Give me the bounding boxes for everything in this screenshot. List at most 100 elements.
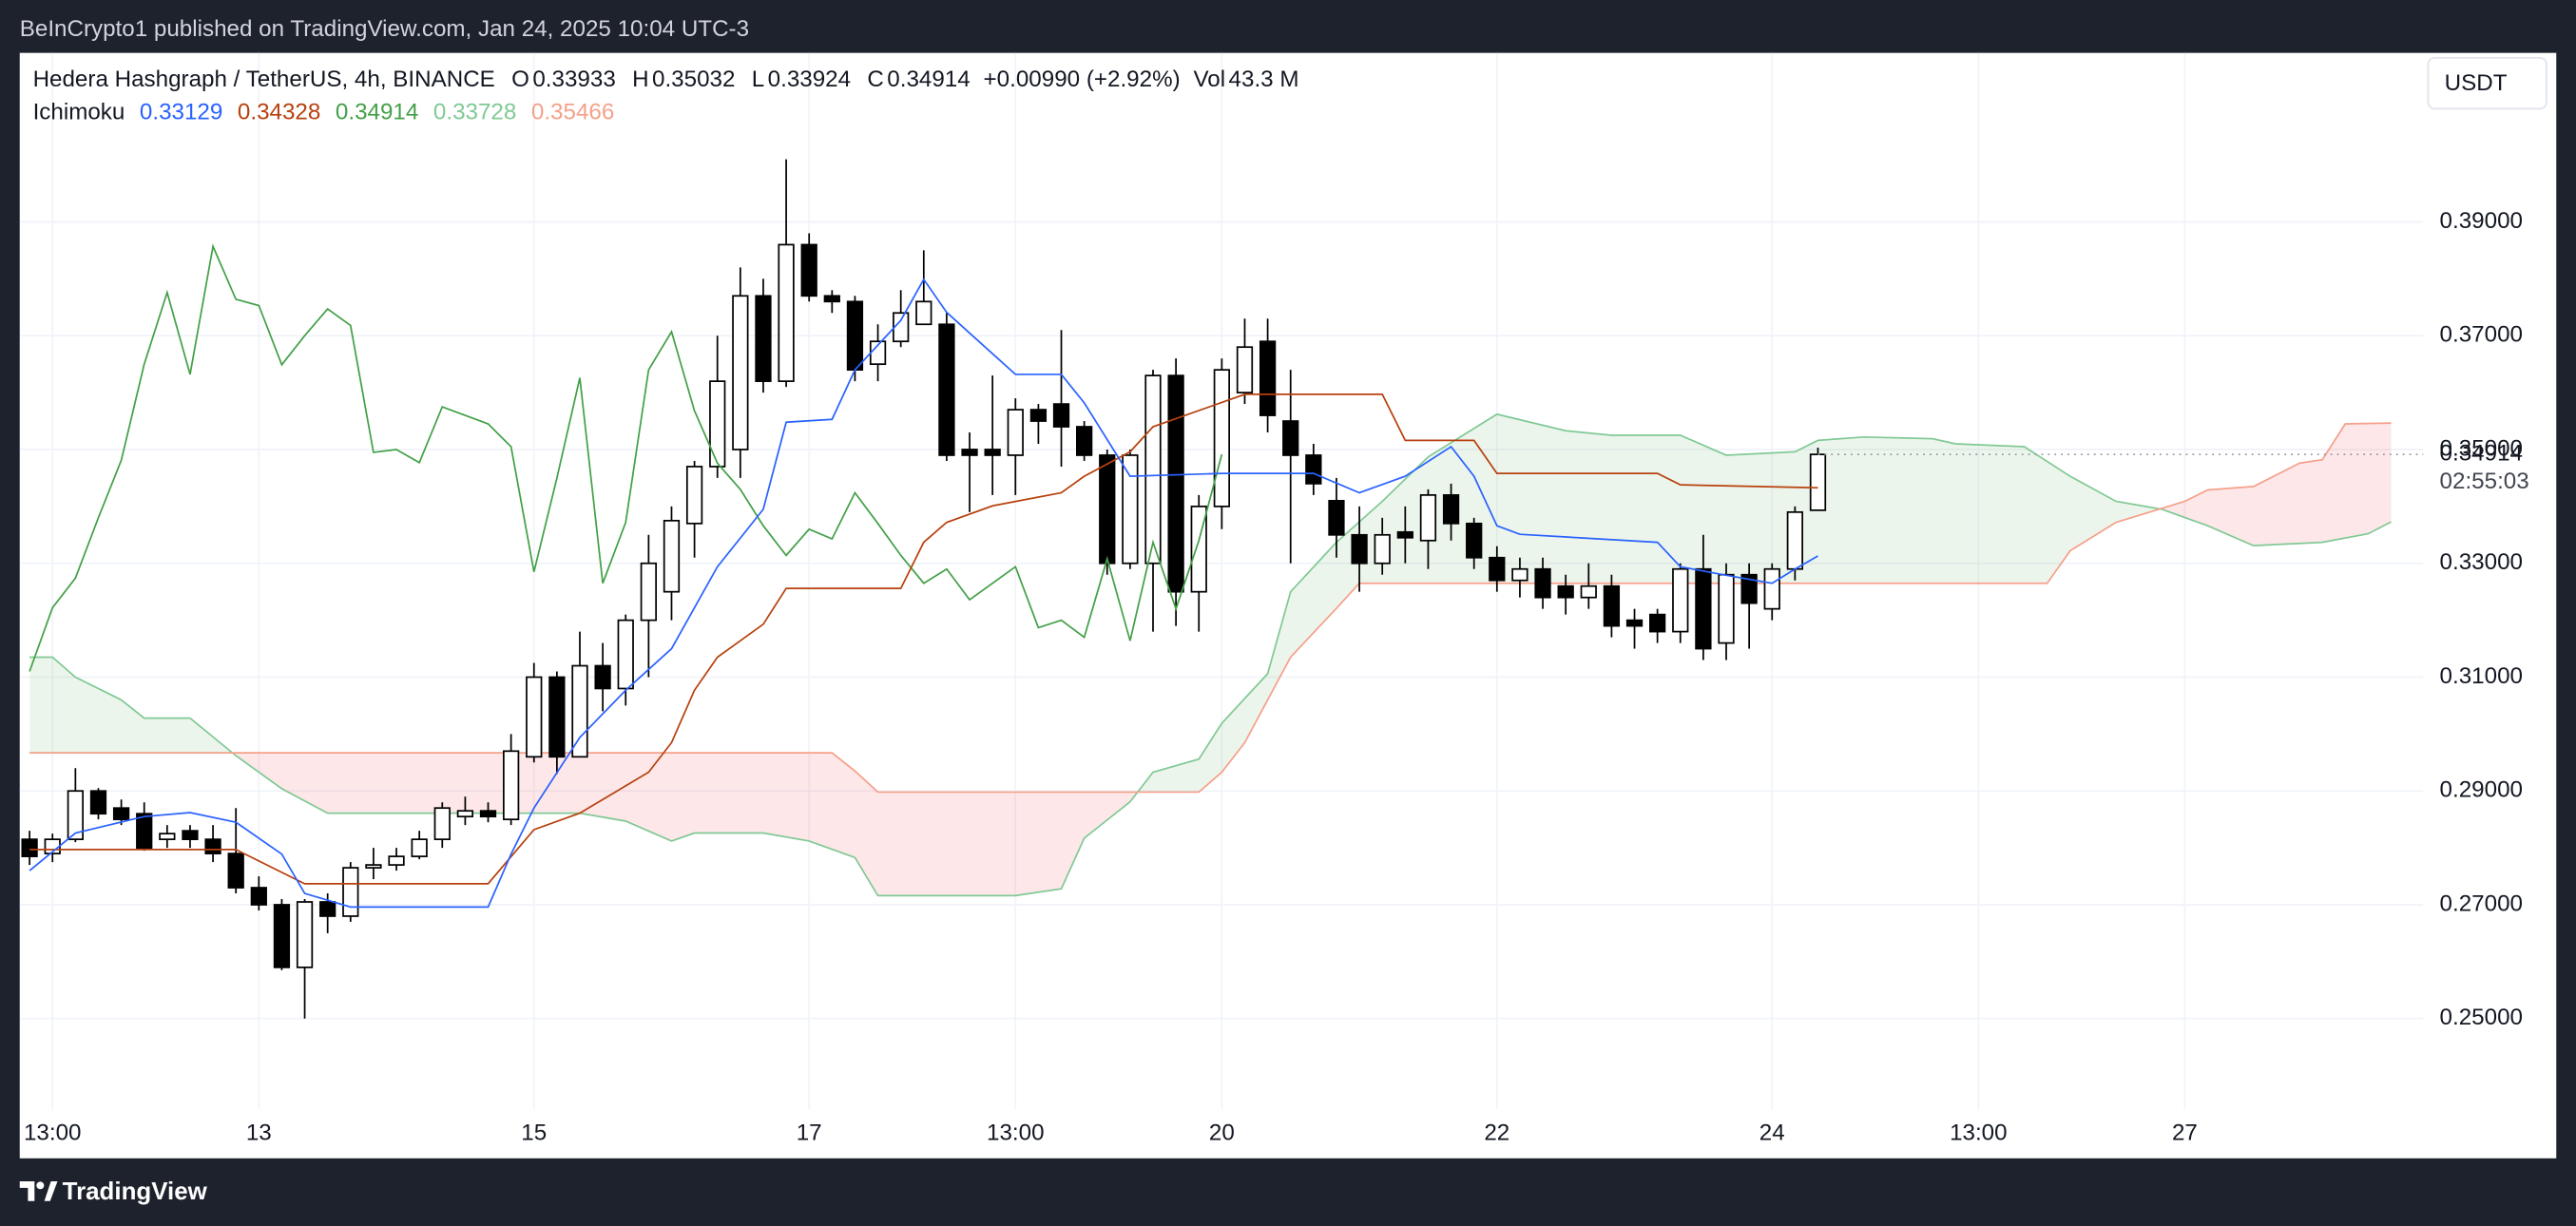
- x-tick-label: 27: [2172, 1120, 2198, 1145]
- candle-body: [526, 676, 543, 758]
- candle-body: [1489, 556, 1506, 582]
- candle-body: [204, 838, 221, 854]
- x-tick-label: 13: [246, 1120, 272, 1145]
- currency-button-label[interactable]: USDT: [2445, 70, 2508, 96]
- brand: TradingView: [63, 1178, 208, 1205]
- candle-body: [1672, 567, 1689, 633]
- candle-body: [915, 300, 932, 326]
- candle-body: [1167, 374, 1184, 593]
- candle-body: [388, 855, 405, 866]
- candle-body: [1580, 584, 1597, 599]
- candle-body: [227, 852, 244, 889]
- indicator-legend: Ichimoku 0.33129 0.34328 0.34914 0.33728 0.35…: [33, 100, 615, 125]
- candle-body: [112, 807, 130, 821]
- candle-body: [1763, 567, 1780, 610]
- candle-body: [1625, 619, 1644, 627]
- base-line: [29, 393, 1818, 885]
- candle-body: [685, 466, 703, 525]
- indicator-name: Ichimoku: [33, 100, 125, 125]
- y-tick-label: 0.25000: [2440, 1005, 2523, 1030]
- candle-body: [273, 904, 291, 968]
- candle-body: [502, 750, 520, 821]
- candle-body: [1557, 584, 1574, 599]
- candle-body: [663, 519, 681, 593]
- candle-body: [1466, 522, 1483, 559]
- last-price-label: 0.34914: [2440, 441, 2523, 467]
- candle-body: [1786, 510, 1804, 570]
- indicator-value: 0.34328: [238, 100, 320, 125]
- candle-body: [319, 901, 336, 917]
- candle-body: [1213, 369, 1231, 508]
- ohlc-value: 0.33924: [768, 67, 851, 92]
- volume-value: 43.3 M: [1229, 67, 1299, 92]
- candle-body: [594, 664, 611, 690]
- x-tick-label: 24: [1759, 1120, 1785, 1145]
- candle-body: [571, 664, 588, 758]
- symbol-header: Hedera Hashgraph / TetherUS, 4h, BINANCE…: [33, 67, 1299, 92]
- candle-body: [938, 323, 955, 456]
- candle-body: [1305, 454, 1322, 485]
- indicator-value: 0.35466: [531, 100, 614, 125]
- candle-body: [1396, 530, 1413, 539]
- x-tick-label: 13:00: [1950, 1120, 2008, 1145]
- candle-body: [1718, 573, 1735, 644]
- candle-body: [823, 295, 840, 303]
- candle-body: [1029, 409, 1048, 422]
- y-tick-label: 0.31000: [2440, 663, 2523, 689]
- ohlc-letter: H: [632, 67, 648, 92]
- candle-body: [1740, 573, 1758, 604]
- candle-body: [1099, 454, 1116, 565]
- candle-body: [1442, 494, 1460, 525]
- candle-body: [1144, 374, 1162, 565]
- change-label: +0.00990 (+2.92%): [984, 67, 1181, 92]
- y-tick-label: 0.33000: [2440, 549, 2523, 575]
- candle-body: [732, 295, 749, 450]
- candle-body: [755, 295, 772, 382]
- candle-body: [1236, 346, 1254, 393]
- candle-body: [1809, 453, 1827, 511]
- candle-body: [1374, 533, 1391, 565]
- indicator-value: 0.33129: [140, 100, 222, 125]
- candle-body: [1695, 567, 1712, 650]
- candle-body: [296, 901, 314, 968]
- candle-body: [1007, 409, 1024, 456]
- candle-body: [1328, 500, 1345, 536]
- candle-body: [893, 312, 910, 343]
- candle-body: [21, 838, 38, 857]
- indicator-value: 0.33728: [433, 100, 516, 125]
- candle-body: [1052, 403, 1070, 428]
- x-tick-label: 15: [521, 1120, 547, 1145]
- symbol-title: Hedera Hashgraph / TetherUS, 4h, BINANCE: [33, 67, 495, 92]
- x-tick-label: 13:00: [24, 1120, 82, 1145]
- candle-body: [1076, 426, 1093, 456]
- x-tick-label: 13:00: [987, 1120, 1045, 1145]
- candle-body: [89, 790, 107, 815]
- candle-body: [984, 449, 1001, 456]
- candle-body: [182, 830, 199, 841]
- y-tick-label: 0.39000: [2440, 208, 2523, 234]
- volume-letter: Vol: [1193, 67, 1225, 92]
- candle-body: [479, 810, 497, 818]
- plot-area: [19, 52, 2424, 1109]
- candle-body: [1534, 567, 1551, 599]
- ohlc-letter: O: [511, 67, 529, 92]
- y-tick-label: 0.37000: [2440, 322, 2523, 348]
- candle-body: [159, 833, 176, 841]
- attribution: BeInCrypto1 published on TradingView.com…: [20, 16, 749, 42]
- candle-body: [961, 449, 978, 456]
- ohlc-value: 0.34914: [887, 67, 970, 92]
- chart-pane: [19, 52, 2557, 1159]
- y-tick-label: 0.29000: [2440, 777, 2523, 803]
- candle-body: [67, 790, 84, 841]
- candle-body: [1122, 454, 1139, 565]
- candle-body: [1511, 567, 1528, 582]
- candle-body: [1259, 340, 1277, 416]
- candle-body: [548, 676, 566, 758]
- candle-body: [365, 864, 382, 869]
- currency-button[interactable]: [2427, 56, 2547, 110]
- x-tick-label: 17: [797, 1120, 822, 1145]
- lagging-span: [29, 243, 1223, 672]
- indicator-value: 0.34914: [336, 100, 418, 125]
- candle-body: [342, 867, 359, 917]
